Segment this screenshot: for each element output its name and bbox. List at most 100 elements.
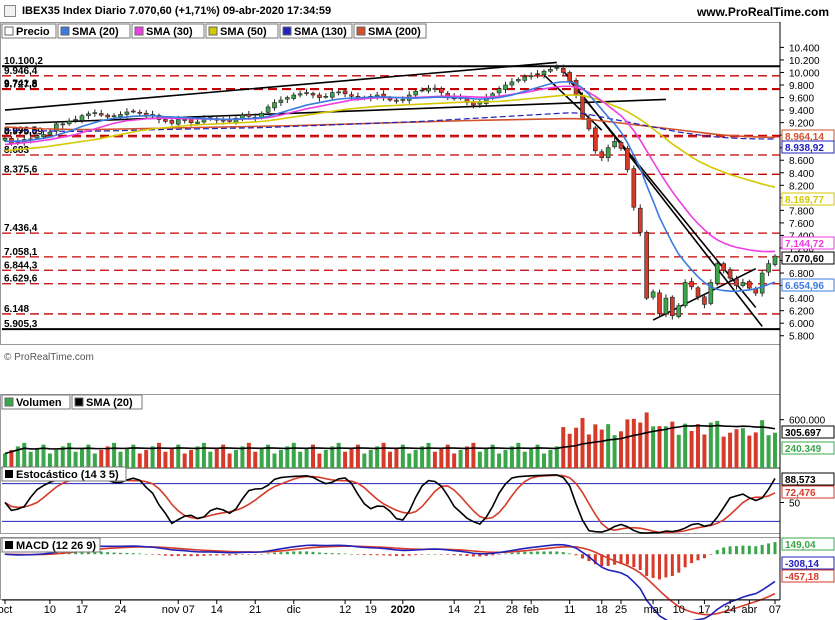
candle-body — [637, 207, 643, 233]
macd-legend: MACD (12 26 9) — [1, 537, 101, 553]
candle-body — [528, 75, 534, 78]
macd-histogram-bar — [375, 554, 379, 556]
macd-value-tag-box — [781, 556, 835, 570]
x-tick-label: 19 — [365, 604, 377, 616]
candle-body — [727, 269, 733, 279]
candle-body — [60, 123, 66, 126]
legend-item: SMA (50) — [205, 23, 279, 39]
macd-histogram-bar — [504, 553, 507, 555]
macd-histogram-bar — [555, 551, 559, 555]
macd-histogram-bar — [388, 554, 392, 556]
site-url[interactable]: www.ProRealTime.com — [696, 5, 829, 19]
macd-histogram-bar — [446, 554, 450, 555]
volume-bar — [509, 446, 514, 468]
x-tick-label: oct — [0, 604, 12, 616]
chart-title: IBEX35 Index Diario 7.070,60 (+1,71%) 09… — [22, 5, 332, 17]
candle-body — [676, 305, 682, 317]
volume-bar — [612, 435, 617, 468]
macd-histogram-bar — [600, 554, 604, 567]
candle-body — [657, 292, 662, 315]
macd-histogram-bar — [581, 554, 584, 559]
macd-histogram-bar — [202, 554, 206, 556]
macd-histogram-bar — [632, 554, 636, 568]
candle-body — [118, 114, 123, 117]
legend-box — [131, 23, 205, 39]
candle-body — [708, 282, 714, 304]
volume-bar — [54, 449, 59, 468]
macd-histogram-bar — [343, 553, 347, 555]
macd-histogram-bar — [773, 542, 777, 555]
volume-bar — [157, 442, 161, 468]
volume-bar — [458, 449, 463, 468]
volume-bar — [439, 448, 444, 468]
candle-body — [47, 131, 53, 135]
stoch-value-tag: 72,476 — [781, 485, 835, 499]
volume-bar — [112, 442, 117, 468]
macd-histogram-bar — [273, 552, 276, 555]
candle-body — [310, 93, 316, 96]
candle-body — [503, 84, 508, 91]
volume-bar — [593, 424, 598, 468]
volume-bar — [638, 422, 643, 468]
legend-item: SMA (20) — [57, 23, 131, 39]
candle-body — [98, 113, 104, 116]
volume-bar — [715, 420, 720, 468]
volume-bar — [497, 453, 502, 468]
macd-histogram-bar — [285, 551, 289, 555]
macd-histogram-bar — [677, 554, 681, 573]
macd-histogram-bar — [394, 554, 398, 557]
volume-bar — [182, 453, 187, 468]
level-label: 7.058,1 — [4, 247, 38, 258]
candle-body — [394, 99, 399, 102]
macd-histogram-bar — [317, 552, 321, 555]
macd-histogram-bar — [228, 554, 232, 556]
volume-bar — [99, 449, 104, 468]
legend-item: SMA (200) — [353, 23, 427, 39]
legend-item: Precio — [1, 23, 57, 39]
legend-swatch — [356, 26, 366, 36]
candle-body — [625, 148, 630, 170]
volume-bar — [311, 444, 315, 468]
macd-histogram-bar — [131, 553, 135, 555]
macd-histogram-bar — [163, 554, 167, 556]
macd-histogram-bar — [484, 554, 488, 556]
candle-body — [336, 91, 341, 94]
macd-value-tag-box — [781, 537, 835, 551]
candle-body — [439, 88, 444, 93]
volume-bar — [214, 448, 219, 468]
candle-body — [631, 168, 637, 208]
chart-header: IBEX35 Index Diario 7.070,60 (+1,71%) 09… — [0, 0, 835, 22]
volume-bar — [291, 442, 296, 468]
macd-histogram-bar — [619, 554, 623, 564]
macd-histogram-bar — [645, 554, 649, 577]
macd-histogram-bar — [86, 551, 90, 555]
price-value-tag-text: 7.144,72 — [785, 239, 824, 250]
price-value-tag: 7.070,60 — [781, 251, 835, 265]
volume-legend-item: SMA (20) — [71, 394, 143, 410]
volume-bar — [163, 451, 168, 468]
menu-icon[interactable] — [4, 5, 16, 17]
level-label: 9.946,4 — [4, 66, 38, 77]
volume-bar — [73, 451, 78, 468]
volume-bar — [381, 442, 386, 468]
volume-bar — [67, 442, 72, 468]
macd-histogram-bar — [767, 543, 771, 555]
x-tick-label: 25 — [615, 604, 627, 616]
volume-bar — [599, 429, 604, 468]
level-label: 7.436,4 — [4, 223, 38, 234]
macd-histogram-bar — [722, 547, 726, 555]
volume-bar — [35, 448, 40, 468]
macd-histogram-bar — [356, 554, 360, 555]
legend-box — [205, 23, 279, 39]
volume-bar — [150, 446, 155, 468]
candle-body — [477, 102, 483, 105]
macd-histogram-bar — [74, 551, 78, 555]
candle-body — [759, 272, 765, 294]
candle-body — [124, 111, 130, 115]
macd-histogram-bar — [638, 554, 642, 570]
volume-bar — [105, 446, 110, 468]
macd-value-tag-text: -308,14 — [785, 559, 819, 570]
level-label: 6.629,6 — [4, 274, 38, 285]
volume-bar — [696, 424, 700, 468]
